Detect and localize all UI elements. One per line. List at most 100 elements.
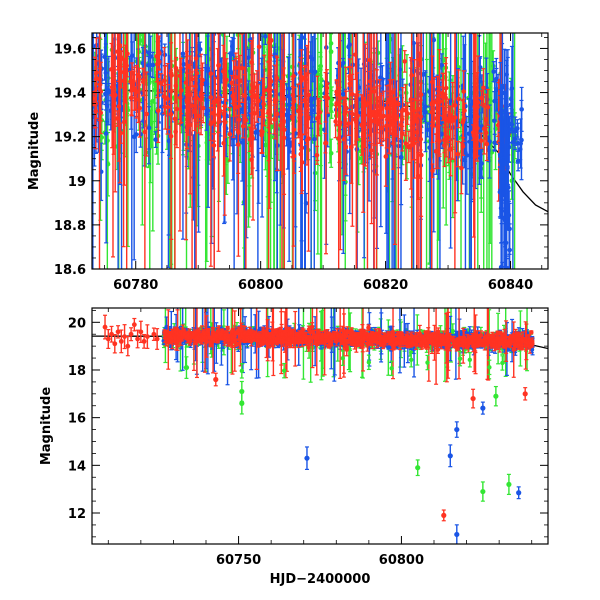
red-point (142, 129, 148, 135)
red-point (291, 98, 297, 104)
blue-point (431, 37, 437, 43)
red-point (304, 71, 310, 77)
blue-point (398, 155, 404, 160)
blue-point (230, 135, 236, 141)
red-point (368, 148, 374, 153)
red-point (141, 77, 146, 83)
blue-point (425, 127, 430, 133)
red-point (260, 129, 265, 135)
red-point (229, 80, 235, 86)
red-point (365, 101, 370, 106)
red-point (304, 120, 310, 125)
red-point (221, 140, 226, 146)
red-point (402, 59, 408, 64)
blue-point (479, 161, 484, 166)
blue-point (340, 60, 346, 66)
red-point (403, 141, 409, 146)
red-point (410, 120, 416, 125)
red-point (110, 93, 116, 99)
red-point (389, 100, 395, 106)
green-point (298, 0, 303, 5)
blue-point (312, 69, 318, 75)
red-point (185, 64, 190, 70)
red-point (334, 92, 340, 97)
red-point (298, 151, 304, 157)
red-point (387, 114, 392, 120)
red-point (237, 78, 243, 84)
red-point (236, 117, 242, 123)
blue-point (508, 102, 514, 108)
blue-point (103, 70, 109, 76)
blue-point (103, 131, 109, 136)
red-point (360, 133, 366, 138)
red-point (281, 135, 287, 141)
red-point (337, 122, 342, 128)
blue-point (146, 62, 151, 68)
blue-point (439, 62, 445, 68)
red-point (408, 143, 414, 149)
blue-point (515, 140, 521, 146)
red-point (115, 49, 120, 54)
red-point (155, 108, 161, 113)
red-point (92, 96, 96, 101)
red-point (233, 65, 239, 71)
red-point (249, 60, 254, 65)
red-point (173, 129, 178, 135)
red-point (291, 73, 296, 79)
blue-point (146, 125, 152, 131)
blue-point (153, 137, 159, 142)
red-point (409, 73, 414, 78)
red-point (199, 81, 205, 87)
blue-point (464, 153, 470, 158)
blue-point (180, 51, 186, 57)
red-point (298, 112, 304, 117)
blue-point (299, 35, 305, 40)
red-point (117, 44, 123, 49)
red-point (297, 70, 303, 75)
red-point (198, 97, 204, 102)
red-point (266, 110, 271, 116)
red-point (431, 99, 437, 105)
red-point (290, 116, 296, 121)
blue-point (519, 137, 524, 143)
green-point (328, 10, 333, 15)
red-point (314, 116, 320, 121)
red-point (433, 149, 439, 154)
green-point (328, 49, 334, 54)
red-point (347, 76, 353, 82)
red-point (239, 65, 245, 71)
blue-point (420, 72, 426, 77)
red-point (279, 112, 285, 118)
blue-point (129, 21, 134, 26)
red-point (189, 103, 195, 109)
blue-point (228, 70, 234, 76)
red-point (266, 88, 271, 93)
blue-point (150, 62, 156, 68)
red-point (371, 89, 377, 94)
red-point (221, 69, 226, 74)
red-point (217, 108, 223, 114)
red-point (114, 116, 120, 121)
red-point (346, 121, 351, 126)
red-point (235, 142, 241, 147)
red-point (185, 92, 190, 98)
green-point (328, 150, 334, 156)
red-point (243, 117, 249, 123)
blue-point (510, 139, 516, 145)
red-point (97, 86, 102, 92)
red-point (434, 115, 440, 121)
red-point (221, 111, 227, 117)
red-point (440, 94, 446, 100)
blue-point (284, 112, 289, 118)
red-point (393, 113, 398, 119)
red-point (437, 138, 442, 144)
red-point (122, 119, 127, 125)
blue-point (148, 54, 153, 59)
red-point (196, 113, 202, 119)
red-point (325, 95, 331, 101)
green-point (191, 8, 196, 13)
red-point (383, 154, 389, 159)
red-point (174, 106, 180, 112)
blue-point (439, 131, 445, 137)
red-point (414, 119, 420, 124)
